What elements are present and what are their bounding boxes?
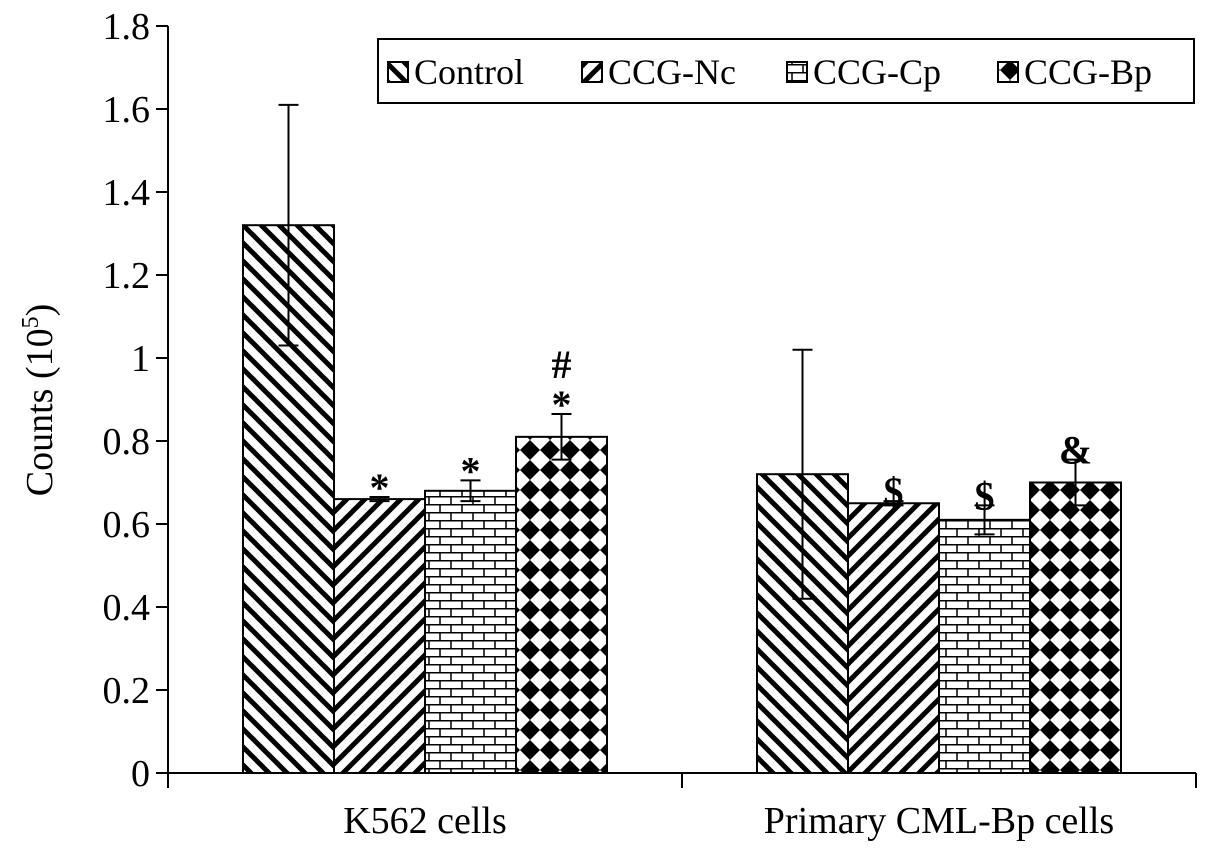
category-label: Primary CML-Bp cells bbox=[764, 800, 1114, 842]
legend-swatch bbox=[581, 61, 603, 83]
y-tick-label: 1.8 bbox=[103, 6, 151, 48]
y-tick-label: 1.2 bbox=[103, 255, 151, 297]
y-tick-label: 1.4 bbox=[103, 172, 151, 214]
legend-label: CCG-Nc bbox=[608, 52, 736, 92]
significance-annotations: * **#$ $& bbox=[370, 342, 1093, 518]
bar-series bbox=[242, 224, 1122, 774]
y-axis-label: Counts (105) bbox=[18, 304, 61, 497]
legend-label: CCG-Bp bbox=[1024, 52, 1152, 92]
bar bbox=[515, 435, 608, 774]
y-tick-label: 0.2 bbox=[103, 670, 151, 712]
significance-marker: $ bbox=[884, 469, 904, 514]
category-label: K562 cells bbox=[343, 800, 507, 842]
bar bbox=[938, 518, 1031, 774]
legend-swatch bbox=[387, 61, 409, 83]
legend-label: CCG-Cp bbox=[813, 52, 941, 92]
bar bbox=[847, 502, 940, 774]
significance-marker: * bbox=[370, 465, 390, 510]
y-axis-label-text: Counts (10 bbox=[19, 328, 61, 496]
bar bbox=[424, 489, 517, 774]
y-tick-label: 0.8 bbox=[103, 421, 151, 463]
significance-marker: * bbox=[552, 382, 572, 427]
significance-marker: # bbox=[552, 342, 572, 387]
legend: Control CCG-Nc CCG-Cp CCG-Bp bbox=[377, 38, 1195, 104]
category-labels: K562 cells Primary CML-Bp cells bbox=[343, 800, 1114, 842]
y-tick-label: 0.4 bbox=[103, 587, 151, 629]
legend-label: Control bbox=[414, 52, 524, 92]
legend-swatch bbox=[997, 61, 1019, 83]
legend-swatch bbox=[786, 61, 808, 83]
y-tick-label: 0.6 bbox=[103, 504, 151, 546]
bar bbox=[333, 498, 426, 774]
bar bbox=[1029, 481, 1122, 774]
y-tick-label: 1 bbox=[131, 338, 150, 380]
y-axis-ticks: 0 0.2 0.4 0.6 0.8 1 1.2 1.4 1.6 1.8 bbox=[103, 6, 168, 795]
significance-marker: * bbox=[461, 448, 481, 493]
significance-marker: & bbox=[1059, 428, 1092, 473]
y-axis-label-close: ) bbox=[19, 304, 61, 317]
significance-marker: $ bbox=[975, 473, 995, 518]
error-bars bbox=[278, 103, 1086, 600]
y-tick-label: 1.6 bbox=[103, 89, 151, 131]
y-axis-label-superscript: 5 bbox=[18, 316, 44, 328]
y-tick-label: 0 bbox=[131, 753, 150, 795]
